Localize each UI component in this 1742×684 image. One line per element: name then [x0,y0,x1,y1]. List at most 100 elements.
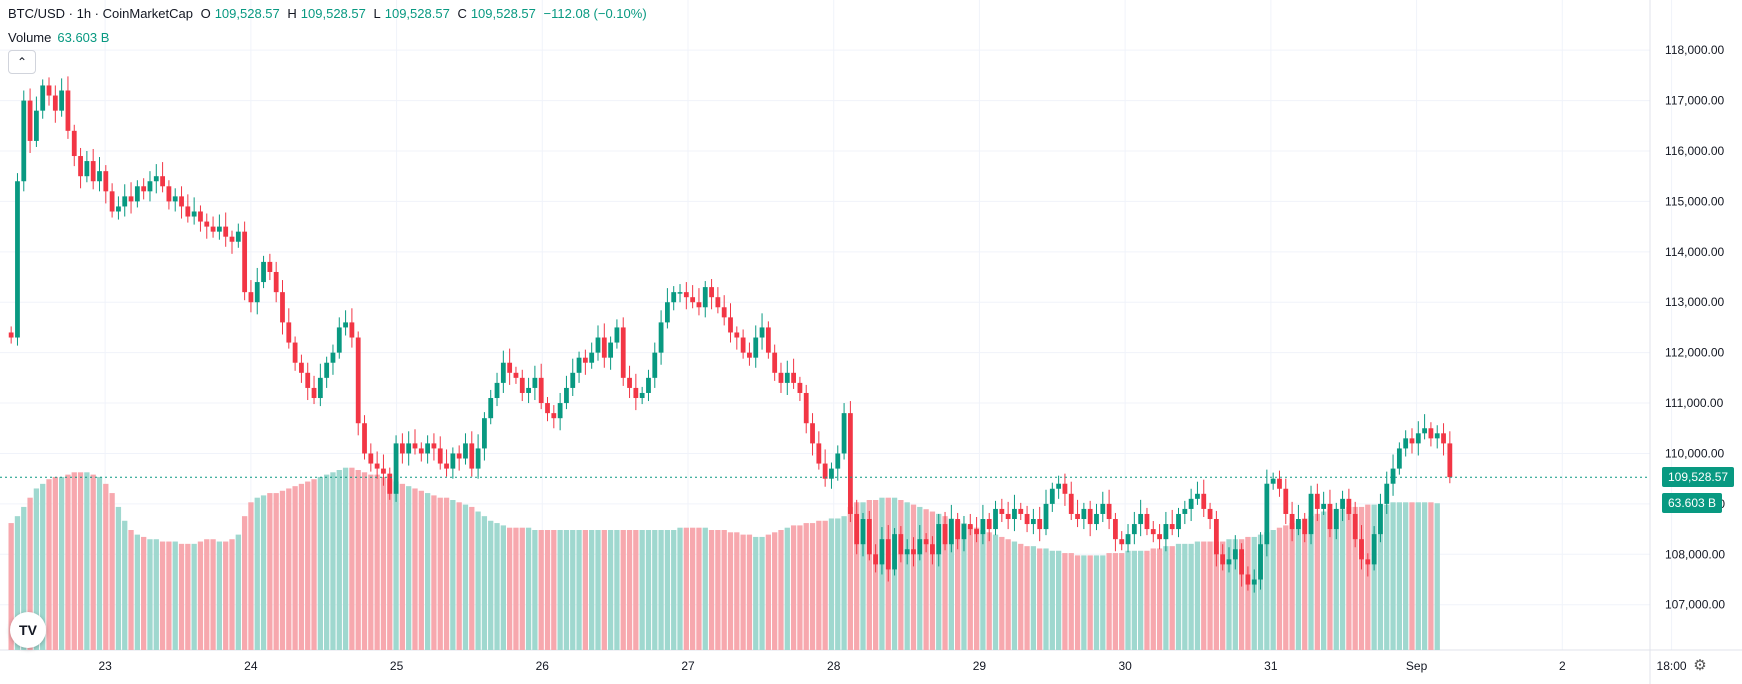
candle-body [273,271,279,293]
symbol-title[interactable]: BTC/USD · 1h · CoinMarketCap [8,6,193,21]
candle-body [513,372,519,378]
volume-bar [835,518,841,650]
y-tick-label: 113,000.00 [1665,295,1724,309]
volume-bar [1371,504,1377,650]
candle-body [1232,549,1238,560]
candle-body [1169,524,1175,530]
volume-bar [620,530,626,650]
candle-body [210,226,216,232]
candle-body [469,443,475,469]
candle-body [923,539,929,545]
candle-body [368,453,374,464]
volume-bar [1396,502,1403,650]
candle-body [1226,559,1232,565]
volume-bar [115,506,122,650]
candle-body [444,463,449,469]
volume-bar [1358,506,1365,650]
y-tick-label: 108,000.00 [1665,547,1725,561]
candle-body [765,327,771,353]
candle-body [1163,524,1169,540]
y-tick-label: 107,000.00 [1665,598,1725,612]
candle-body [1024,513,1030,525]
volume-bar [1213,541,1220,650]
candle-body [1390,468,1396,484]
candle-body [1384,483,1390,504]
candle-body [21,100,27,182]
candle-body [418,448,424,454]
volume-bar [1390,502,1396,650]
x-tick-label: 24 [244,659,258,673]
volume-bar [431,495,437,650]
volume-bar [639,530,645,650]
volume-bar [1339,509,1346,650]
volume-bar [204,539,210,650]
open-label: O [200,6,211,21]
volume-bar [1264,532,1270,650]
candle-body [835,453,841,469]
volume-bar [311,479,317,650]
candle-body [1289,513,1295,530]
candle-body [1283,488,1289,514]
candle-body [362,423,367,454]
volume-bar [286,488,292,650]
volume-bar [658,530,664,650]
x-tick-label: 27 [681,659,695,673]
volume-bar [305,481,311,650]
candle-body [1043,503,1049,530]
candle-body [557,403,563,419]
x-tick-label: 23 [98,659,112,673]
volume-bar [1055,550,1062,650]
volume-bar [1283,525,1289,650]
volume-bar [1188,543,1194,650]
volume-bar [279,490,286,650]
candle-body [728,317,733,333]
settings-gear-icon[interactable]: ⚙ [1693,657,1707,674]
candle-body [59,90,65,111]
candle-body [1144,513,1150,530]
candle-body [627,377,632,388]
volume-legend[interactable]: Volume 63.603 B [8,30,109,45]
candle-body [847,413,853,514]
volume-bar [822,520,828,650]
volume-bar [1024,546,1030,650]
candle-body [866,519,872,555]
volume-bar [828,518,835,650]
volume-bar [645,530,652,650]
volume-bar [683,527,689,650]
tradingview-logo[interactable]: TV [10,612,46,648]
candle-body [1081,508,1087,520]
volume-bar [1232,539,1238,650]
candle-body [65,90,71,131]
volume-value: 63.603 B [57,30,110,45]
volume-bar [1112,553,1119,650]
candle-body [1396,448,1402,469]
volume-bar [1138,550,1144,650]
candle-body [109,191,115,212]
candle-body [892,534,897,570]
volume-bar [513,527,519,650]
candle-body [683,292,689,298]
candle-body [1371,534,1377,565]
volume-bar [1150,548,1156,650]
candle-body [1012,508,1017,520]
candle-body [324,362,330,378]
volume-bar [1074,555,1081,650]
collapse-legend-button[interactable]: ⌃ [8,50,36,74]
candle-body [545,403,550,414]
candle-body [1415,433,1421,444]
candle-body [1365,559,1371,565]
volume-bar [58,476,65,650]
candle-body [216,226,222,232]
candle-body [456,453,462,459]
x-tick-label: 2 [1559,659,1566,673]
candle-body [778,372,784,383]
candle-body [355,337,361,424]
candle-body [1441,433,1446,444]
volume-bar [538,530,544,650]
volume-bar [46,479,52,650]
candle-body [1245,574,1251,585]
candle-body [292,342,298,363]
volume-bar [1087,555,1093,650]
volume-bar [1327,509,1333,650]
